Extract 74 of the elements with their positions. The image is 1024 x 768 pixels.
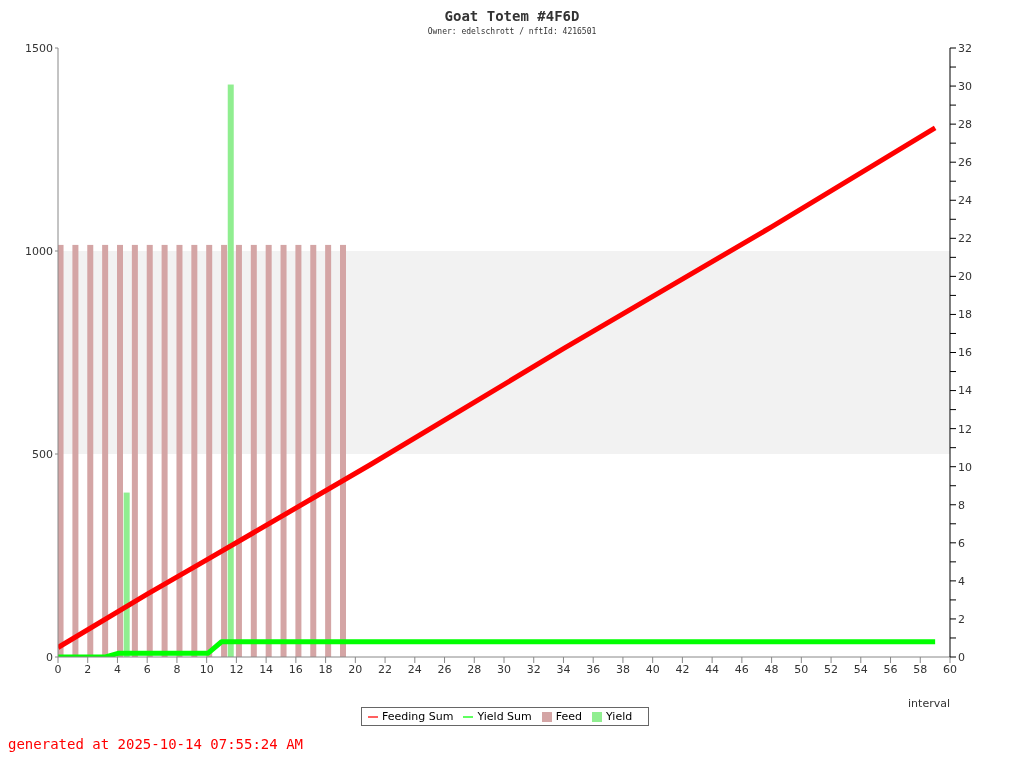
bar: [310, 244, 317, 657]
bar: [235, 244, 242, 657]
x-tick-label: 22: [378, 662, 393, 676]
y2-tick-label: 0: [958, 650, 965, 664]
bar: [340, 244, 346, 657]
x-tick-label: 28: [467, 662, 482, 676]
x-tick-label: 40: [645, 662, 660, 676]
x-tick-label: 26: [437, 662, 452, 676]
x-tick-label: 48: [764, 662, 779, 676]
y2-tick-label: 8: [958, 498, 965, 512]
x-tick-label: 10: [199, 662, 214, 676]
x-axis-title: interval: [908, 697, 950, 710]
x-tick-label: 18: [318, 662, 333, 676]
legend-label: Feeding Sum: [382, 710, 454, 723]
x-tick-label: 14: [259, 662, 274, 676]
x-tick-label: 34: [556, 662, 571, 676]
y2-tick-label: 20: [958, 270, 972, 284]
x-tick-label: 46: [734, 662, 749, 676]
y2-tick-label: 14: [958, 384, 972, 398]
x-tick-label: 44: [705, 662, 720, 676]
x-tick-label: 58: [913, 662, 928, 676]
x-tick-label: 20: [348, 662, 363, 676]
y2-tick-label: 10: [958, 460, 972, 474]
bar: [325, 244, 332, 657]
x-tick-label: 24: [407, 662, 422, 676]
y-tick-label: 1000: [25, 244, 53, 258]
legend-label: Feed: [555, 710, 583, 723]
y2-tick-label: 4: [958, 574, 965, 588]
bar: [295, 244, 302, 657]
bar: [250, 244, 257, 657]
x-tick-label: 4: [113, 662, 121, 676]
bar: [102, 244, 109, 657]
x-tick-label: 32: [526, 662, 541, 676]
x-tick-label: 56: [883, 662, 898, 676]
x-tick-label: 60: [943, 662, 957, 676]
y2-tick-label: 12: [958, 422, 972, 436]
y2-tick-label: 18: [958, 308, 972, 322]
x-tick-label: 16: [288, 662, 303, 676]
y2-tick-label: 32: [958, 41, 972, 55]
y2-tick-label: 28: [958, 118, 972, 132]
bar: [221, 244, 228, 657]
x-tick-label: 50: [794, 662, 809, 676]
chart-title: Goat Totem #4F6D: [443, 8, 581, 24]
y2-tick-label: 24: [958, 194, 972, 208]
y2-tick-label: 22: [958, 232, 972, 246]
bar: [87, 244, 94, 657]
x-tick-label: 0: [54, 662, 62, 676]
x-tick-label: 8: [173, 662, 181, 676]
legend-label: Yield Sum: [477, 710, 532, 723]
text: generated at 2025-10-14 07:55:24 AM: [8, 736, 304, 752]
x-tick-label: 30: [497, 662, 511, 676]
bar: [227, 84, 234, 657]
x-tick-label: 54: [853, 662, 868, 676]
x-tick-label: 12: [229, 662, 244, 676]
bar: [280, 244, 287, 657]
y2-tick-label: 16: [958, 346, 972, 360]
x-tick-label: 38: [615, 662, 630, 676]
y-tick-label: 500: [32, 447, 53, 461]
y2-tick-label: 30: [958, 79, 972, 93]
bar: [72, 244, 79, 657]
x-tick-label: 6: [143, 662, 151, 676]
x-tick-label: 2: [84, 662, 92, 676]
x-tick-label: 42: [675, 662, 690, 676]
y2-tick-label: 6: [958, 536, 965, 550]
bar: [265, 244, 272, 657]
y2-tick-label: 2: [958, 612, 965, 626]
y-tick-label: 1500: [25, 41, 53, 55]
chart-subtitle: Owner: edelschrott / nftId: 4216501: [426, 27, 598, 36]
y-tick-label: 0: [46, 650, 53, 664]
legend-label: Yield: [606, 710, 633, 723]
y2-tick-label: 26: [958, 156, 972, 170]
bar: [206, 244, 213, 657]
x-tick-label: 36: [586, 662, 601, 676]
x-tick-label: 52: [824, 662, 839, 676]
